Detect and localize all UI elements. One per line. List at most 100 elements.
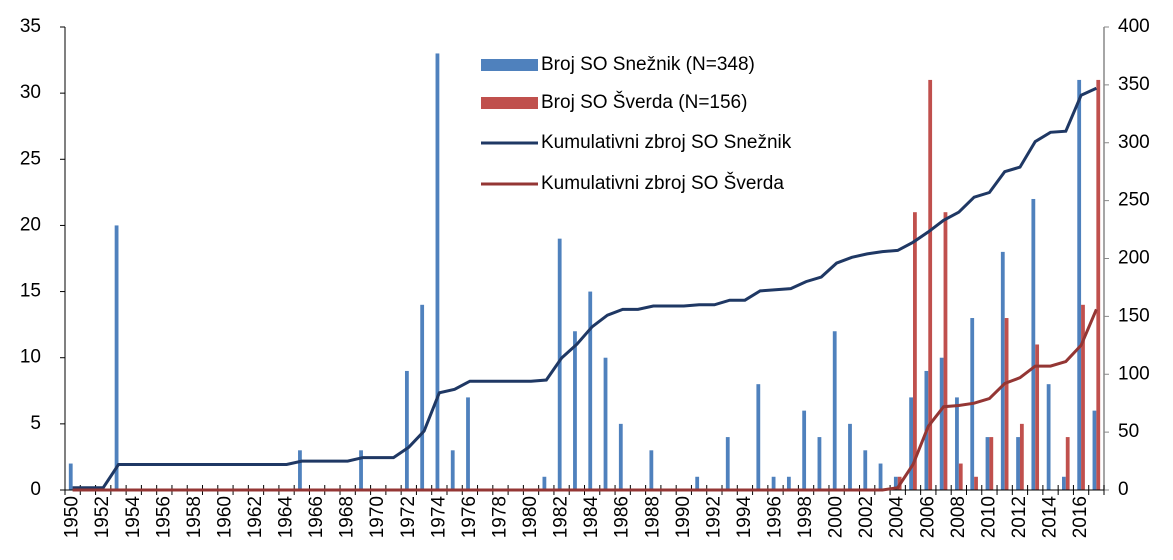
y2-tick-label: 400: [1118, 16, 1150, 37]
bar: [1096, 79, 1101, 491]
x-tick-label: 1954: [123, 496, 144, 539]
x-tick-label: 2006: [917, 496, 938, 538]
x-tick-label: 2008: [948, 496, 969, 538]
x-tick-label: 1964: [276, 496, 297, 539]
bar: [848, 423, 852, 490]
bar: [298, 450, 302, 490]
bar: [1046, 384, 1051, 490]
y2-tick-label: 150: [1118, 305, 1150, 326]
bar: [1035, 344, 1040, 490]
bar: [1062, 476, 1066, 490]
x-tick-label: 1950: [62, 496, 83, 538]
bar: [1031, 198, 1036, 490]
x-tick-label: 1976: [459, 496, 480, 538]
legend-label: Broj SO Šverda (N=156): [541, 91, 747, 113]
x-tick-label: 1988: [642, 496, 663, 538]
x-tick-label: 1974: [428, 496, 449, 539]
x-tick-label: 1986: [612, 496, 633, 538]
bar: [557, 238, 562, 490]
x-tick-label: 2004: [887, 496, 908, 539]
bar: [1065, 437, 1070, 490]
legend-swatch: [481, 97, 538, 109]
x-tick-label: 1994: [734, 496, 755, 539]
bar: [1016, 437, 1020, 490]
bar: [649, 450, 654, 490]
y-tick-label: 15: [20, 281, 41, 302]
bar: [420, 304, 425, 490]
bar: [974, 476, 978, 490]
bar: [909, 397, 914, 490]
x-tick-label: 2002: [856, 496, 877, 538]
bar: [913, 212, 917, 490]
bar: [359, 450, 363, 490]
x-tick-label: 1972: [398, 496, 419, 538]
bar: [114, 225, 119, 490]
x-tick-label: 1992: [703, 496, 724, 538]
legend-label: Broj SO Snežnik (N=348): [541, 54, 755, 75]
bar: [786, 476, 791, 490]
bar: [573, 331, 577, 490]
y2-tick-label: 200: [1118, 248, 1150, 269]
x-tick-label: 1966: [306, 496, 327, 538]
bar: [943, 212, 948, 490]
bar: [450, 450, 455, 490]
bar: [817, 437, 822, 490]
y2-tick-label: 350: [1118, 74, 1150, 95]
bar: [1000, 251, 1005, 490]
y-tick-label: 30: [20, 82, 41, 103]
y-tick-label: 10: [20, 347, 41, 368]
bar: [542, 476, 547, 490]
bar: [1077, 79, 1082, 491]
bar: [756, 384, 761, 490]
line-series: [72, 86, 1098, 490]
y-tick-label: 0: [30, 479, 41, 500]
bar: [771, 476, 776, 490]
x-tick-label: 1980: [520, 496, 541, 538]
y-tick-label: 5: [30, 413, 41, 434]
y2-tick-label: 0: [1118, 479, 1129, 500]
line-series: [72, 308, 1098, 492]
bar: [435, 53, 440, 490]
bar: [832, 331, 837, 490]
x-tick-label: 1956: [153, 496, 174, 538]
x-tick-label: 1982: [551, 496, 572, 538]
x-tick-label: 2016: [1070, 496, 1091, 538]
bar: [603, 357, 608, 490]
bar: [725, 437, 730, 490]
y2-tick-label: 100: [1118, 363, 1150, 384]
legend-label: Kumulativni zbroj SO Šverda: [541, 172, 784, 194]
bar: [958, 463, 963, 490]
y2-tick-label: 250: [1118, 190, 1150, 211]
y2-tick-label: 50: [1118, 421, 1139, 442]
bar: [68, 463, 73, 490]
x-tick-label: 1984: [581, 496, 602, 539]
bar: [695, 476, 700, 490]
bar: [1019, 423, 1024, 490]
legend-swatch: [481, 59, 538, 71]
bar: [878, 463, 883, 490]
y-tick-label: 35: [20, 16, 41, 37]
bar: [1004, 318, 1009, 490]
x-tick-label: 1996: [765, 496, 786, 538]
x-tick-label: 1968: [337, 496, 358, 538]
bar: [466, 397, 470, 490]
x-tick-label: 2000: [826, 496, 847, 538]
bar: [893, 476, 898, 490]
bar: [1081, 304, 1085, 490]
bar: [939, 357, 944, 490]
x-tick-label: 1998: [795, 496, 816, 538]
bar: [588, 291, 593, 490]
bar: [802, 410, 807, 490]
bar: [985, 437, 990, 490]
bar: [618, 423, 623, 490]
bar: [989, 437, 994, 490]
x-tick-label: 1960: [214, 496, 235, 538]
y-tick-label: 20: [20, 214, 41, 235]
x-tick-label: 1962: [245, 496, 266, 538]
x-tick-label: 2010: [978, 496, 999, 538]
x-tick-label: 1970: [367, 496, 388, 538]
bar: [928, 79, 933, 491]
x-tick-label: 1958: [184, 496, 205, 538]
y-tick-label: 25: [20, 148, 41, 169]
